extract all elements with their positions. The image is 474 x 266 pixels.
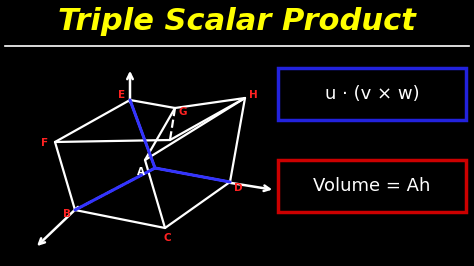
Text: B: B	[63, 209, 71, 219]
Text: Triple Scalar Product: Triple Scalar Product	[58, 7, 416, 36]
Bar	[278, 68, 466, 120]
Text: F: F	[41, 138, 48, 148]
Text: Volume = Ah: Volume = Ah	[313, 177, 431, 195]
Text: C: C	[163, 233, 171, 243]
Text: G: G	[179, 107, 187, 117]
Bar	[278, 160, 466, 212]
Text: H: H	[249, 90, 257, 100]
Text: D: D	[234, 183, 242, 193]
Text: u · (v × w): u · (v × w)	[325, 85, 419, 103]
Text: E: E	[118, 90, 126, 100]
Text: A: A	[137, 167, 145, 177]
